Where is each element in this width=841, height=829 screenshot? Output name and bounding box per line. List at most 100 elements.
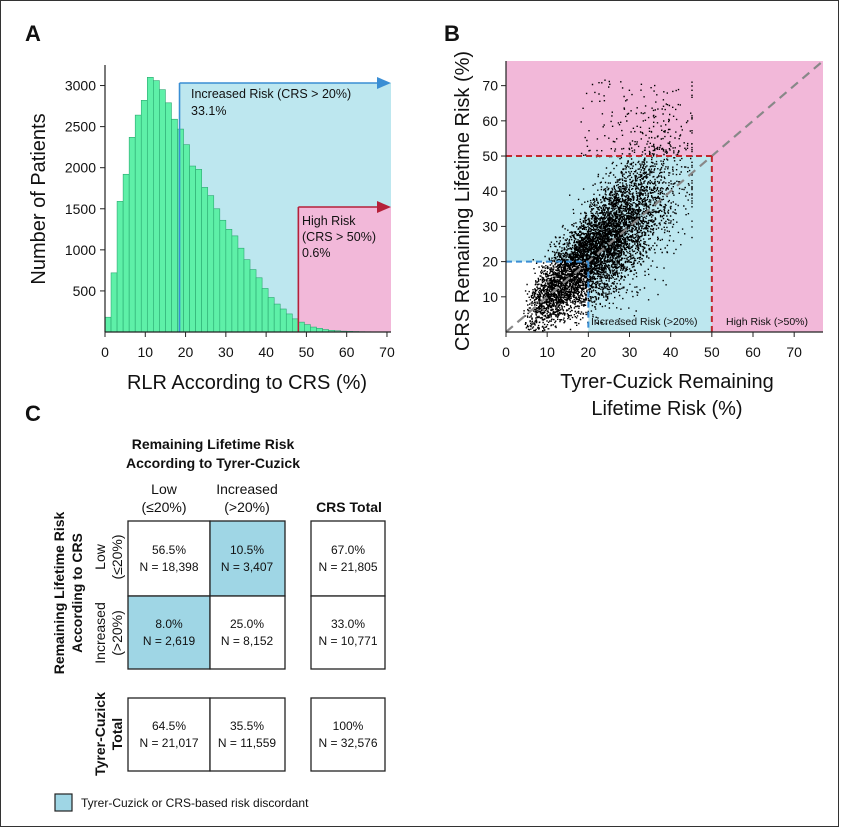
crs-inc-pct: 33.0% — [331, 617, 365, 631]
histogram-bar — [183, 144, 190, 333]
low-low-n: N = 18,398 — [139, 560, 198, 574]
increased-region-label: Increased Risk (>20%) — [591, 316, 698, 328]
histogram-x-tick-label: 50 — [299, 344, 315, 360]
crs-inc-n: N = 10,771 — [318, 634, 377, 648]
scatter-y-tick-label: 30 — [482, 218, 498, 234]
cell-increased-low — [127, 595, 211, 670]
histogram-bar — [310, 326, 317, 333]
crs-low-n: N = 21,805 — [318, 560, 377, 574]
histogram-x-tick-label: 40 — [258, 344, 274, 360]
row-low-line2: (≤20%) — [109, 534, 125, 579]
histogram-bar — [104, 316, 112, 333]
histogram-x-title: RLR According to CRS (%) — [127, 372, 367, 394]
inc-inc-pct: 25.0% — [230, 617, 264, 631]
panel-b-letter: B — [444, 21, 460, 46]
histogram-x-tick-label: 30 — [218, 344, 234, 360]
histogram-bar — [195, 169, 202, 333]
threshold-lines — [505, 60, 824, 333]
histogram-bar — [134, 114, 142, 333]
histogram-y-tick-label: 500 — [73, 283, 97, 299]
histogram-bar — [110, 272, 118, 333]
scatter-x-tick-label: 0 — [502, 344, 510, 360]
histogram-bar — [146, 77, 154, 333]
high-region-label: High Risk (>50%) — [726, 316, 808, 328]
histogram-x-tick-label: 0 — [101, 344, 109, 360]
histogram-y-tick-label: 2000 — [65, 160, 96, 176]
histogram-bar — [298, 321, 305, 333]
histogram-x-tick-label: 20 — [178, 344, 194, 360]
histogram-bar — [140, 100, 148, 333]
scatter-x-tick-label: 50 — [704, 344, 720, 360]
scatter-x-tick-label: 40 — [663, 344, 679, 360]
crs-header-line1: Remaining Lifetime Risk — [51, 511, 67, 674]
cell-tc-total-low — [127, 697, 211, 772]
scatter-x-tick-label: 10 — [539, 344, 555, 360]
legend-swatch — [54, 793, 73, 812]
col-inc-line1: Increased — [216, 481, 277, 497]
inc-low-n: N = 2,619 — [143, 634, 196, 648]
increased-risk-label: Increased Risk (CRS > 20%) — [191, 87, 351, 101]
histogram-bar — [165, 102, 172, 333]
contingency-table: Remaining Lifetime Risk According to Tyr… — [51, 436, 386, 812]
histogram-y-tick-label: 1000 — [65, 242, 96, 258]
histogram-x-tick-label: 10 — [137, 344, 153, 360]
panel-c-letter: C — [25, 401, 41, 426]
row-inc-line2: (>20%) — [109, 610, 125, 656]
histogram-x-tick-label: 70 — [379, 344, 395, 360]
histogram-y-tick-label: 1500 — [65, 201, 96, 217]
low-inc-n: N = 3,407 — [221, 560, 274, 574]
histogram-bar — [219, 219, 227, 333]
col-inc-line2: (>20%) — [224, 499, 270, 515]
histogram-bar — [279, 308, 287, 333]
legend-label: Tyrer-Cuzick or CRS-based risk discordan… — [81, 796, 309, 810]
cell-low-low — [127, 520, 211, 597]
histogram-bar — [207, 195, 215, 333]
tc-header-line1: Remaining Lifetime Risk — [132, 436, 295, 452]
tc-total-line2: Total — [109, 718, 125, 750]
scatter-y-title: CRS Remaining Lifetime Risk (%) — [452, 51, 474, 351]
histogram-bar — [292, 318, 299, 333]
high-risk-region — [298, 207, 391, 332]
high-arrowhead — [377, 201, 391, 213]
high-risk-label: High Risk — [302, 214, 356, 228]
high-risk-sublabel: (CRS > 50%) — [302, 230, 376, 244]
tc-inc-n: N = 11,559 — [218, 736, 276, 750]
scatter-x-tick-label: 30 — [622, 344, 638, 360]
col-low-line1: Low — [151, 481, 178, 497]
histogram-bar — [304, 324, 311, 333]
cell-low-increased — [209, 520, 286, 597]
histogram-bar — [159, 89, 166, 333]
scatter-x-title-line2: Lifetime Risk (%) — [591, 398, 742, 420]
scatter-y-tick-label: 40 — [482, 183, 498, 199]
scatter-y-tick-label: 60 — [482, 113, 498, 129]
total-pct: 100% — [333, 719, 364, 733]
cell-crs-total-low — [310, 520, 386, 597]
cell-crs-total-increased — [310, 595, 386, 670]
histogram-bar — [189, 165, 196, 333]
histogram-bar — [171, 118, 178, 333]
row-inc-line1: Increased — [92, 602, 108, 663]
histogram-bar — [213, 208, 221, 333]
cell-grand-total — [310, 697, 386, 772]
histogram-bar — [237, 247, 245, 333]
tc-low-n: N = 21,017 — [139, 736, 198, 750]
increased-arrowhead — [377, 77, 391, 89]
cell-tc-total-increased — [209, 697, 286, 772]
tc-low-pct: 64.5% — [152, 719, 186, 733]
crs-header-line2: According to CRS — [69, 533, 85, 653]
low-low-pct: 56.5% — [152, 543, 186, 557]
panel-a-letter: A — [25, 21, 41, 46]
scatter-axes: 10 20 30 40 50 60 70 0 10 20 30 40 50 60 70 — [482, 61, 823, 360]
scatter-x-title-line1: Tyrer-Cuzick Remaining — [560, 371, 773, 393]
histogram-y-title: Number of Patients — [28, 113, 50, 284]
cell-increased-increased — [209, 595, 286, 670]
histogram-bar — [116, 201, 124, 333]
increased-risk-value: 33.1% — [191, 104, 226, 118]
high-risk-value: 0.6% — [302, 246, 331, 260]
tc-total-line1: Tyrer-Cuzick — [92, 692, 108, 776]
histogram-bar — [267, 297, 275, 333]
histogram-bar — [255, 277, 263, 333]
col-low-line2: (≤20%) — [141, 499, 186, 515]
histogram-bar — [261, 288, 269, 333]
